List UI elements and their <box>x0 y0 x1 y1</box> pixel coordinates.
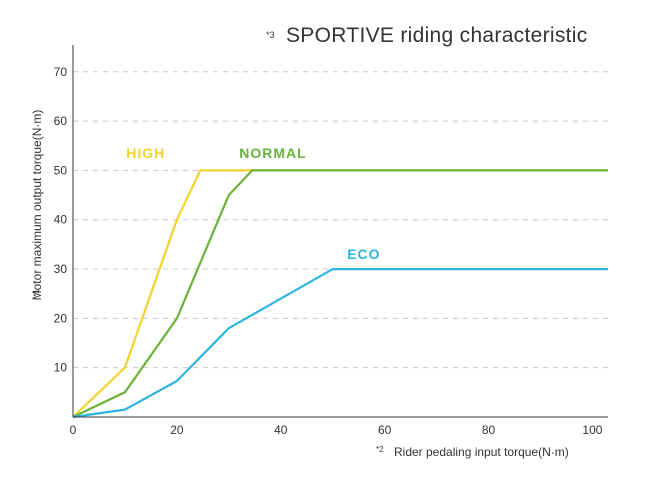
y-tick-label: 50 <box>54 163 68 177</box>
x-tick-label: 80 <box>482 423 496 437</box>
y-tick-label: 70 <box>54 65 68 79</box>
series-label-high: HIGH <box>126 145 165 161</box>
y-axis-title-group: Motor maximum output torque(N·m) <box>30 110 44 301</box>
series-line-normal <box>72 169 608 418</box>
grid-lines <box>73 71 608 369</box>
series-line-eco <box>72 268 608 419</box>
y-tick-label: 40 <box>54 213 68 227</box>
series-line-high <box>72 169 608 418</box>
x-tick-label: 40 <box>274 423 288 437</box>
y-tick-label: 10 <box>54 361 68 375</box>
y-axis-note: *1 <box>32 289 41 297</box>
x-tick-label: 20 <box>170 423 184 437</box>
y-axis-title: Motor maximum output torque(N·m) <box>30 110 44 301</box>
chart-title: SPORTIVE riding characteristic <box>286 24 588 47</box>
y-tick-label: 30 <box>54 262 68 276</box>
chart-title-note: *3 <box>266 30 275 40</box>
y-tick-label: 60 <box>54 114 68 128</box>
series-lines <box>72 169 608 419</box>
x-axis-note: *2 <box>376 445 384 454</box>
series-label-eco: ECO <box>347 246 380 262</box>
series-labels: HIGH NORMAL ECO <box>126 145 380 262</box>
y-axis-note-group: *1 <box>32 289 41 297</box>
x-tick-label: 0 <box>70 423 77 437</box>
series-label-normal: NORMAL <box>239 145 306 161</box>
x-tick-label: 100 <box>582 423 602 437</box>
x-tick-labels: 0 20 40 60 80 100 <box>70 423 603 437</box>
y-tick-labels: 10 20 30 40 50 60 70 <box>54 65 68 375</box>
x-tick-label: 60 <box>378 423 392 437</box>
chart-title-group: *3 SPORTIVE riding characteristic <box>266 24 588 47</box>
y-tick-label: 20 <box>54 311 68 325</box>
x-axis-title: Rider pedaling input torque(N·m) <box>394 445 569 459</box>
